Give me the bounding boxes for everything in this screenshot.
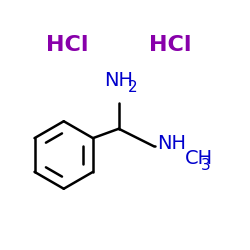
Text: 2: 2 [128, 80, 137, 95]
Text: 3: 3 [200, 158, 210, 172]
Text: CH: CH [185, 149, 213, 168]
Text: NH: NH [104, 71, 133, 90]
Text: NH: NH [158, 134, 186, 153]
Text: HCl: HCl [46, 35, 89, 55]
Text: HCl: HCl [149, 35, 191, 55]
